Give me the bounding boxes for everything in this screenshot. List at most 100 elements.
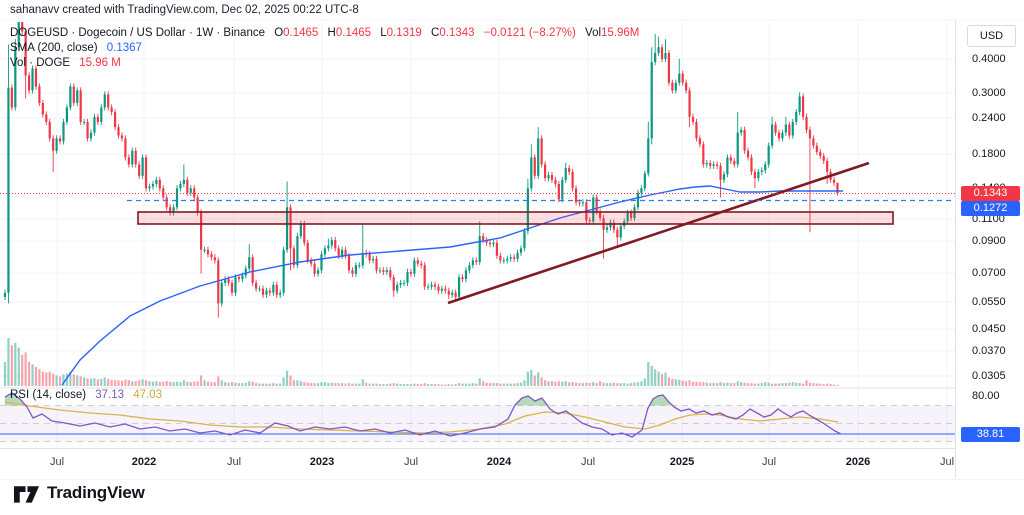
volume-bar (664, 372, 667, 386)
candle-body (636, 192, 640, 208)
sma-200-line[interactable] (61, 185, 843, 386)
volume-bar (475, 383, 478, 386)
rsi-overbought-fill (650, 395, 671, 406)
candle-body (58, 138, 62, 142)
candle-body (599, 211, 602, 219)
volume-bar (313, 383, 316, 386)
volume-bar (120, 380, 124, 386)
currency-label[interactable]: USD (967, 25, 1016, 47)
open-value: O0.1465 (274, 27, 319, 39)
volume-bar (289, 375, 292, 386)
candle-body (241, 275, 244, 280)
volume-bar (151, 381, 155, 386)
candle-body (234, 277, 237, 293)
rsi-legend-row[interactable]: RSI (14, close) 37.13 47.03 (10, 389, 168, 401)
candle-body (285, 207, 289, 250)
volume-bar (640, 381, 643, 386)
candle-body (533, 157, 536, 176)
candle-body (38, 86, 41, 103)
volume-bar (361, 379, 364, 386)
volume-bar (698, 382, 701, 386)
candle-body (313, 263, 316, 274)
candle-body (179, 184, 182, 189)
time-tick-label: Jul (226, 456, 242, 468)
rsi-label: RSI (14, close) (10, 389, 87, 401)
volume-bar (433, 384, 437, 386)
time-axis[interactable]: Jul 2022 Jul 2023 Jul 2024 Jul 2025 Jul 2026 Jul (0, 448, 1024, 480)
candle-body (382, 270, 385, 272)
volume-bar (220, 380, 223, 386)
candle-body (488, 242, 492, 245)
candle-body (715, 164, 719, 166)
candle-body (819, 152, 822, 157)
volume-bar (760, 383, 763, 386)
candle-body (323, 248, 327, 255)
candle-body (688, 90, 691, 117)
candle-body (808, 129, 812, 139)
price-tick-label: 0.0900 (972, 235, 1006, 247)
candle-body (519, 248, 523, 253)
candle-body (812, 138, 815, 146)
candle-body (571, 171, 574, 189)
volume-bar (131, 381, 134, 386)
candle-body (709, 162, 712, 166)
volume-bar (499, 383, 502, 386)
candle-body (217, 260, 220, 304)
price-tick-label: 0.0305 (972, 370, 1006, 382)
tradingview-logo-text: TradingView (47, 483, 145, 502)
price-tick-label: 0.2400 (972, 112, 1006, 124)
candles-group (3, 22, 839, 318)
volume-bar (141, 379, 144, 386)
time-tick-label: 2025 (669, 456, 695, 468)
candle-body (172, 207, 175, 213)
volume-bar (440, 384, 443, 386)
volume-bar (162, 381, 165, 386)
price-axis[interactable]: USD 0.40000.30000.24000.18000.14000.1100… (955, 20, 1024, 478)
volume-bar (667, 377, 671, 386)
volume-legend-row[interactable]: Vol · DOGE 15.96 M (10, 56, 645, 71)
candle-body (330, 240, 333, 246)
candle-body (740, 129, 743, 133)
volume-bar (777, 383, 781, 386)
price-tick-label: 0.0700 (972, 267, 1006, 279)
candle-body (832, 179, 836, 183)
volume-bar (585, 382, 588, 386)
price-tick-label: 0.1800 (972, 148, 1006, 160)
volume-bar (55, 375, 58, 386)
volume-bar (420, 384, 423, 386)
volume-bar (58, 376, 62, 386)
candle-body (175, 188, 179, 208)
volume-bar (248, 381, 251, 386)
price-tick-label: 0.4000 (972, 53, 1006, 65)
candle-body (530, 157, 533, 189)
candle-body (100, 107, 103, 122)
volume-bar (537, 372, 540, 386)
support-zone-rectangle[interactable] (137, 211, 894, 225)
volume-bar (7, 338, 10, 386)
volume-bar (495, 383, 499, 386)
rsi-ma-line (4, 401, 839, 434)
volume-bar (76, 375, 79, 386)
volume-bar (619, 383, 622, 386)
sma-legend-row[interactable]: SMA (200, close) 0.1367 (10, 41, 645, 56)
volume-bar (836, 385, 839, 386)
candle-body (468, 265, 471, 271)
price-tick-label: 0.1100 (972, 213, 1005, 225)
tradingview-logo[interactable]: TradingView (13, 482, 145, 504)
candle-body (351, 270, 354, 274)
candle-body (244, 268, 247, 276)
volume-bar (674, 379, 677, 386)
volume-bar (488, 383, 492, 386)
volume-bar (557, 381, 560, 386)
volume-bar (616, 383, 619, 386)
candle-body (371, 258, 375, 261)
candle-body (746, 150, 750, 158)
candle-body (79, 90, 82, 122)
price-chart-canvas[interactable] (0, 0, 1024, 478)
volume-bar (255, 383, 258, 386)
ascending-trendline[interactable] (447, 161, 870, 305)
volume-bar (368, 383, 371, 386)
symbol-legend-row[interactable]: DOGEUSD · Dogecoin / US Dollar · 1W · Bi… (10, 26, 645, 41)
candle-body (320, 254, 323, 271)
candle-body (826, 160, 829, 172)
